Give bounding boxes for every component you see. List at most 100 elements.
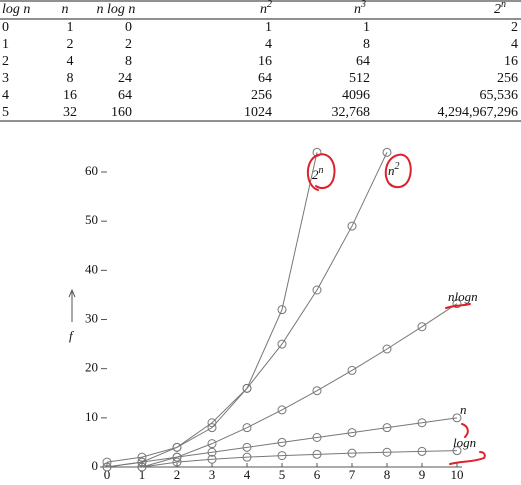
series-line — [141, 450, 458, 468]
x-tick-label: 1 — [139, 467, 146, 482]
table-cell: 1 — [2, 37, 9, 52]
series-line — [106, 152, 318, 463]
table-cell: 512 — [349, 71, 370, 86]
data-point — [452, 413, 462, 423]
series-label: 2n — [312, 165, 324, 182]
table-header: n — [62, 2, 69, 17]
data-point — [417, 418, 427, 428]
header-text: n — [62, 2, 69, 17]
x-tick-label: 6 — [314, 467, 321, 482]
table-cell: 1 — [363, 20, 370, 35]
table-cell: 4 — [511, 37, 518, 52]
header-text: log n — [2, 2, 30, 17]
data-point — [452, 299, 462, 309]
table-cell: 160 — [111, 105, 132, 120]
table-cell: 2 — [125, 37, 132, 52]
x-tick-label: 9 — [419, 467, 426, 482]
table-cell: 4,294,967,296 — [438, 105, 519, 120]
table-cell: 65,536 — [480, 88, 519, 103]
data-point — [382, 344, 392, 354]
data-point — [207, 454, 217, 464]
table-header: n2 — [260, 0, 272, 17]
x-tick-label: 4 — [244, 467, 251, 482]
y-tick-label: 0 — [92, 458, 99, 473]
table-header: log n — [2, 2, 30, 17]
label-base: n — [388, 163, 395, 178]
label-base: 2 — [312, 167, 319, 182]
data-point — [312, 386, 322, 396]
data-point — [242, 423, 252, 433]
data-point — [312, 285, 322, 295]
table-cell: 64 — [258, 71, 272, 86]
y-tick-label: 30 — [85, 310, 98, 325]
y-tick-label: 10 — [85, 409, 98, 424]
data-point — [102, 462, 112, 472]
table-cell: 256 — [251, 88, 272, 103]
chart: 0 1 2 3 4 5 6 7 8 9 10 0 10 20 30 40 50 60 — [85, 147, 464, 482]
data-point — [277, 437, 287, 447]
header-text: n — [354, 2, 361, 17]
data-point — [312, 433, 322, 442]
data-point — [137, 462, 147, 472]
x-tick-label: 0 — [104, 467, 111, 482]
table-cell: 3 — [2, 71, 9, 86]
header-sup: 3 — [360, 0, 366, 10]
header-sup: 2 — [267, 0, 272, 10]
label-sup: n — [319, 165, 324, 176]
table-cell: 0 — [125, 20, 132, 35]
table-cell: 4 — [265, 37, 272, 52]
data-point — [242, 452, 252, 462]
series-label: nlogn — [448, 289, 478, 304]
handwritten-circle — [306, 153, 336, 191]
data-point — [382, 423, 392, 433]
series-label: n — [460, 402, 467, 417]
x-tick-label: 10 — [451, 467, 464, 482]
table-header: n log n — [97, 2, 136, 17]
data-point — [277, 305, 287, 315]
table-cell: 32 — [63, 105, 77, 120]
y-tick-label: 40 — [85, 261, 98, 276]
series-line — [106, 152, 388, 468]
data-point — [172, 452, 182, 462]
series-line — [106, 417, 458, 468]
data-point — [137, 457, 147, 467]
data-point — [137, 452, 147, 462]
data-point — [242, 442, 252, 452]
series-label: logn — [453, 435, 476, 450]
table-cell: 64 — [118, 88, 132, 103]
data-point — [417, 446, 427, 456]
x-tick-label: 8 — [384, 467, 391, 482]
table-header: 2n — [494, 0, 506, 17]
table-cell: 1 — [265, 20, 272, 35]
table-cell: 24 — [118, 71, 132, 86]
data-point — [417, 322, 427, 332]
data-point — [207, 423, 217, 433]
y-tick-label: 50 — [85, 212, 98, 227]
handwritten-circle — [384, 153, 412, 189]
handwritten-mark — [461, 423, 469, 438]
data-point — [277, 451, 287, 461]
series-line — [141, 303, 458, 468]
data-point — [277, 339, 287, 349]
table-cell: 32,768 — [332, 105, 371, 120]
data-point — [102, 457, 112, 467]
table-cell: 2 — [511, 20, 518, 35]
y-tick-label: 60 — [85, 163, 98, 178]
y-axis-label: f — [69, 328, 75, 343]
table-cell: 5 — [2, 105, 9, 120]
series-label: n2 — [388, 161, 400, 178]
data-point — [172, 442, 182, 452]
table-cell: 16 — [258, 54, 272, 69]
data-point — [207, 447, 217, 457]
header-text: 2 — [494, 2, 501, 17]
table-cell: 8 — [363, 37, 370, 52]
data-point — [347, 365, 357, 375]
data-point — [382, 147, 392, 157]
header-text: n — [260, 2, 267, 17]
data-point — [242, 383, 252, 393]
table-cell: 8 — [67, 71, 74, 86]
table-cell: 4 — [2, 88, 9, 103]
x-tick-label: 3 — [209, 467, 216, 482]
